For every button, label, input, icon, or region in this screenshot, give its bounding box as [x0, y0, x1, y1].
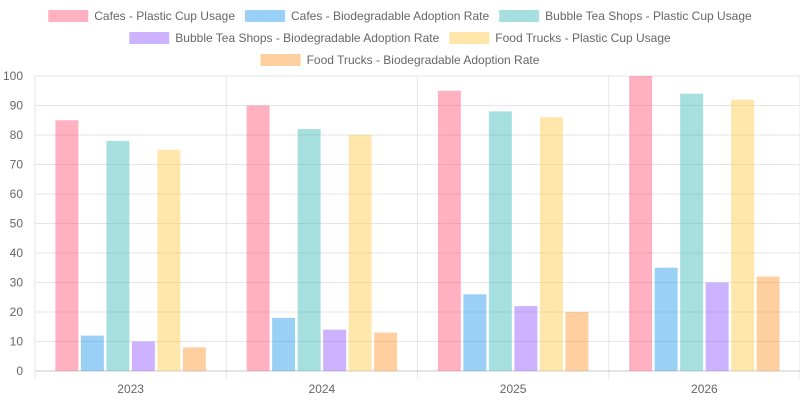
bar[interactable] [272, 317, 296, 371]
legend-label: Food Trucks - Plastic Cup Usage [495, 31, 671, 45]
legend-item[interactable]: Food Trucks - Plastic Cup Usage [449, 31, 671, 45]
legend-item[interactable]: Cafes - Plastic Cup Usage [48, 9, 235, 23]
y-tick-label: 80 [10, 128, 24, 142]
y-tick-label: 50 [10, 217, 24, 231]
legend-swatch [449, 32, 490, 44]
y-tick-label: 90 [10, 99, 24, 113]
x-tick-label: 2026 [691, 382, 718, 396]
bar[interactable] [731, 99, 755, 371]
bar[interactable] [654, 267, 678, 371]
y-tick-label: 20 [10, 305, 24, 319]
legend-label: Cafes - Plastic Cup Usage [94, 9, 235, 23]
legend-swatch [129, 32, 170, 44]
bar[interactable] [705, 282, 729, 372]
bar[interactable] [246, 105, 270, 372]
legend-swatch [245, 10, 286, 22]
y-tick-label: 40 [10, 246, 24, 260]
y-tick-label: 0 [16, 364, 23, 378]
legend-label: Bubble Tea Shops - Biodegradable Adoptio… [175, 31, 439, 45]
bar[interactable] [488, 111, 512, 372]
legend-label: Food Trucks - Biodegradable Adoption Rat… [307, 53, 540, 67]
bar[interactable] [463, 294, 487, 371]
bar[interactable] [374, 332, 398, 371]
bar[interactable] [55, 120, 79, 371]
bar[interactable] [756, 276, 780, 371]
bar[interactable] [157, 149, 181, 371]
bar[interactable] [182, 347, 206, 371]
legend-label: Bubble Tea Shops - Plastic Cup Usage [545, 9, 752, 23]
x-tick-label: 2024 [309, 382, 336, 396]
y-tick-label: 30 [10, 276, 24, 290]
bar[interactable] [680, 93, 704, 371]
bar[interactable] [80, 335, 104, 371]
legend: Cafes - Plastic Cup Usage Cafes - Biodegr… [48, 9, 752, 67]
bar[interactable] [106, 140, 130, 371]
y-tick-label: 60 [10, 187, 24, 201]
legend-item[interactable]: Cafes - Biodegradable Adoption Rate [245, 9, 489, 23]
bars [55, 76, 780, 372]
bar[interactable] [565, 312, 589, 371]
legend-item[interactable]: Bubble Tea Shops - Plastic Cup Usage [499, 9, 752, 23]
bar[interactable] [629, 76, 653, 371]
legend-item[interactable]: Bubble Tea Shops - Biodegradable Adoptio… [129, 31, 440, 45]
y-tick-label: 70 [10, 158, 24, 172]
bar[interactable] [297, 129, 321, 371]
bar[interactable] [437, 90, 461, 371]
x-tick-label: 2025 [500, 382, 527, 396]
y-tick-label: 100 [3, 69, 23, 83]
bar[interactable] [514, 306, 538, 371]
legend-swatch [260, 54, 301, 66]
legend-item[interactable]: Food Trucks - Biodegradable Adoption Rat… [260, 53, 540, 67]
legend-label: Cafes - Biodegradable Adoption Rate [291, 9, 489, 23]
legend-swatch [499, 10, 540, 22]
bar[interactable] [539, 117, 563, 371]
bar[interactable] [348, 135, 372, 371]
legend-swatch [48, 10, 89, 22]
y-tick-label: 10 [10, 335, 24, 349]
x-tick-label: 2023 [117, 382, 144, 396]
bar[interactable] [131, 341, 155, 372]
bar[interactable] [323, 329, 347, 371]
